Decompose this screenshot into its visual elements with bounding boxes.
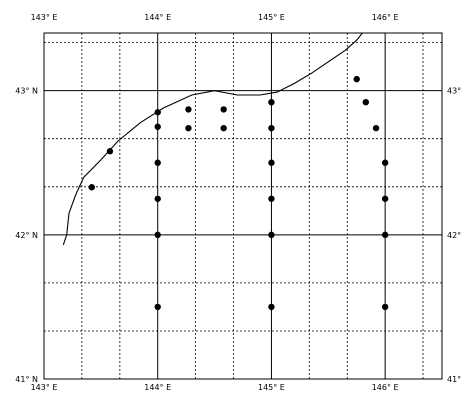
station-point	[268, 303, 275, 311]
station-point	[372, 124, 380, 132]
station-point	[154, 231, 161, 239]
top-lon-label: 146° E	[372, 13, 399, 22]
station-point	[362, 99, 370, 106]
minor-gridlines	[44, 33, 442, 379]
station-point	[154, 109, 161, 116]
station-point	[381, 231, 389, 239]
top-lon-label: 144° E	[144, 13, 171, 22]
station-point	[154, 303, 161, 311]
station-point	[185, 124, 192, 132]
station-point	[268, 159, 275, 166]
right-lat-label: 43°	[447, 87, 461, 96]
map-frame	[43, 32, 443, 380]
left-lat-label: 43° N	[15, 87, 38, 96]
axis-label-layer: 143° E 143° E 144° E 144° E 145° E 145° E 146°…	[15, 13, 461, 392]
bottom-lon-label: 146° E	[372, 383, 399, 392]
station-point	[106, 148, 114, 155]
station-layer	[88, 75, 389, 311]
right-lat-label: 42°	[447, 231, 461, 240]
station-point	[268, 99, 275, 106]
station-point	[353, 75, 360, 83]
station-point	[154, 159, 161, 166]
station-point	[154, 123, 161, 130]
station-point	[185, 106, 192, 113]
station-point	[268, 124, 275, 132]
station-point	[381, 303, 389, 311]
station-point	[220, 106, 227, 113]
station-point	[220, 124, 227, 132]
station-point	[268, 231, 275, 239]
bottom-lon-label: 145° E	[258, 383, 285, 392]
station-point	[154, 195, 161, 202]
top-lon-label: 143° E	[31, 13, 58, 22]
station-point	[381, 195, 389, 202]
left-lat-label: 42° N	[15, 231, 38, 240]
coastline-layer	[62, 32, 363, 246]
right-lat-label: 41°	[447, 375, 461, 384]
station-point	[88, 184, 95, 191]
left-lat-label: 41° N	[15, 375, 38, 384]
station-point	[381, 159, 389, 166]
bottom-lon-label: 143° E	[31, 383, 58, 392]
coastline	[62, 32, 363, 246]
station-point	[268, 195, 275, 202]
bottom-lon-label: 144° E	[144, 383, 171, 392]
top-lon-label: 145° E	[258, 13, 285, 22]
major-gridlines	[44, 33, 442, 379]
